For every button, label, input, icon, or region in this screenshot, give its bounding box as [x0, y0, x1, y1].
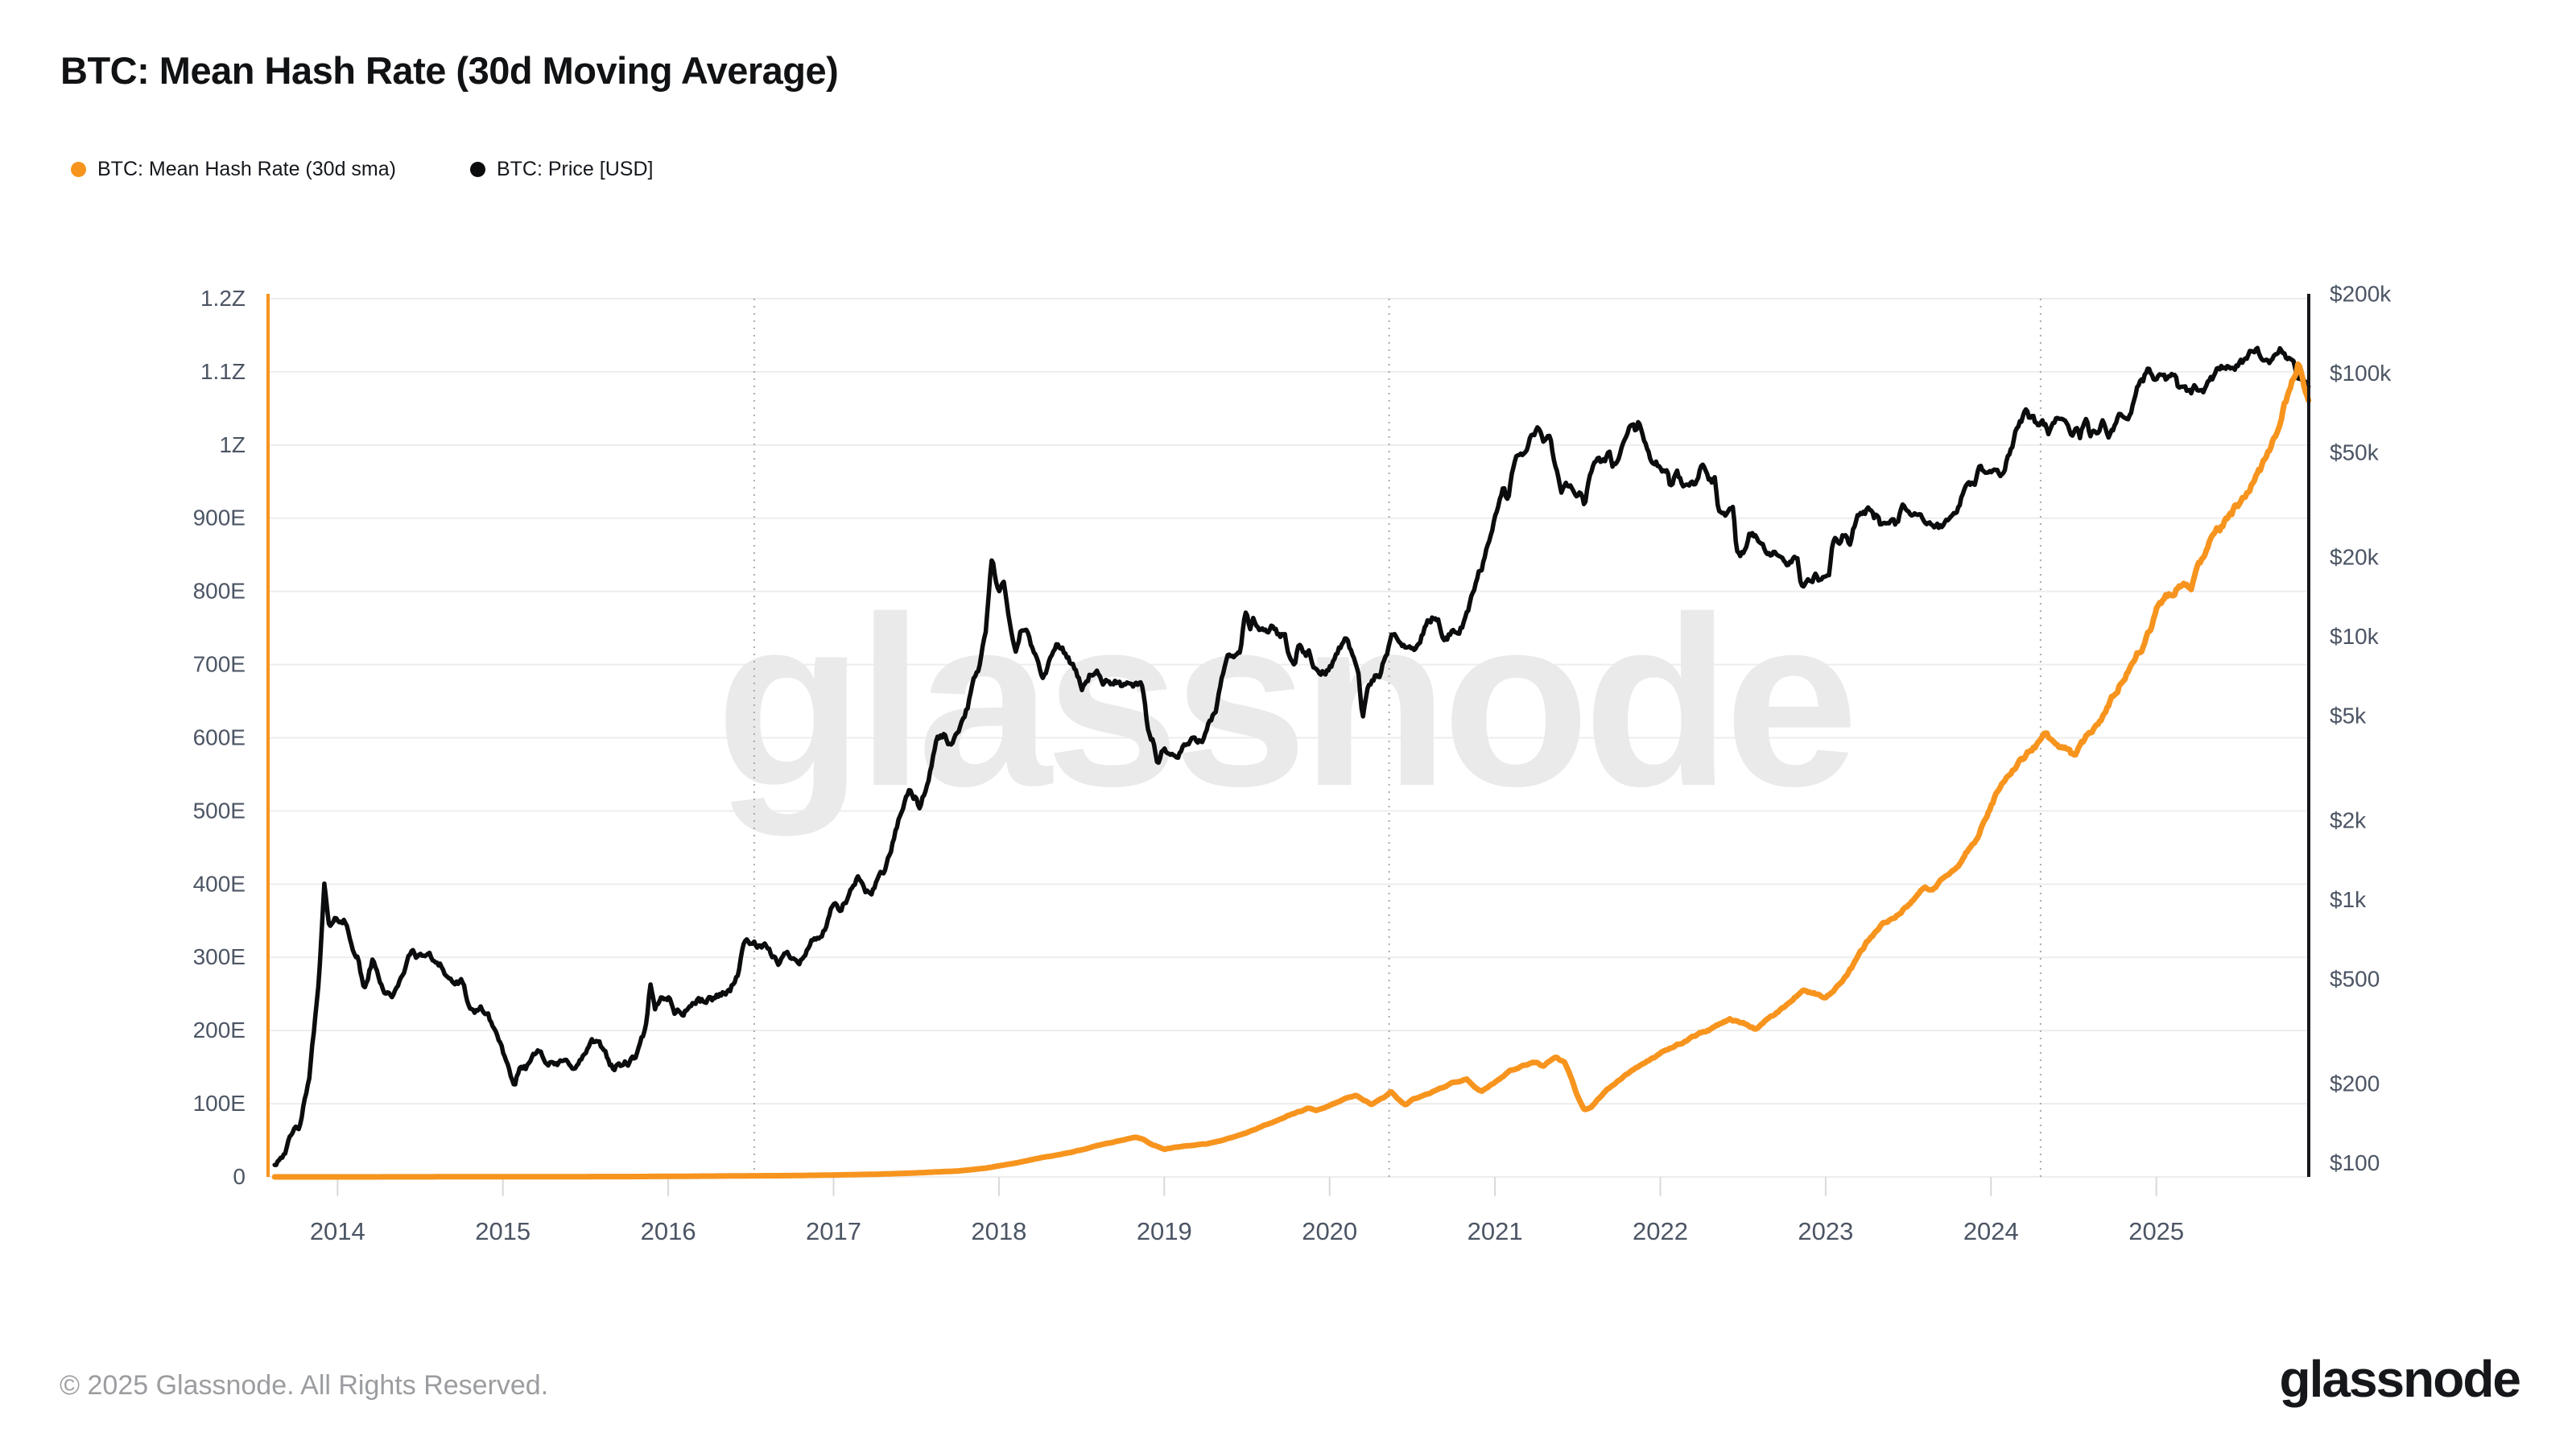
x-axis-label: 2020 [1302, 1217, 1357, 1245]
left-axis-label: 100E [193, 1091, 246, 1116]
legend-item-hashrate[interactable]: BTC: Mean Hash Rate (30d sma) [71, 158, 396, 181]
right-axis-label: $100k [2330, 361, 2392, 386]
x-axis-label: 2018 [971, 1217, 1026, 1245]
right-axis-label: $5k [2330, 703, 2367, 728]
left-axis-label: 500E [193, 798, 246, 823]
legend: BTC: Mean Hash Rate (30d sma) BTC: Price… [71, 158, 653, 181]
price-series-swatch-icon [469, 162, 485, 177]
left-axis-label: 300E [193, 944, 246, 969]
right-axis-label: $10k [2330, 624, 2380, 649]
left-axis-label: 700E [193, 652, 246, 677]
right-axis-label: $500 [2330, 966, 2380, 991]
x-axis-label: 2017 [806, 1217, 861, 1245]
x-axis-label: 2014 [310, 1217, 365, 1245]
x-axis-label: 2016 [641, 1217, 696, 1245]
legend-item-price[interactable]: BTC: Price [USD] [469, 158, 654, 181]
legend-label-hashrate: BTC: Mean Hash Rate (30d sma) [97, 158, 396, 180]
left-axis-label: 800E [193, 579, 246, 604]
price-series-line[interactable] [272, 345, 2311, 1167]
left-axis-label: 400E [193, 871, 246, 896]
x-axis-label: 2022 [1633, 1217, 1688, 1245]
page-title: BTC: Mean Hash Rate (30d Moving Average) [60, 49, 839, 92]
hashrate-series-swatch-icon [71, 162, 86, 177]
x-axis-label: 2024 [1963, 1217, 2019, 1245]
x-axis-label: 2015 [475, 1217, 530, 1245]
x-axis-label: 2021 [1468, 1217, 1523, 1245]
right-axis-label: $20k [2330, 545, 2380, 570]
legend-label-price: BTC: Price [USD] [496, 158, 654, 180]
hashrate-series-line[interactable] [271, 361, 2312, 1180]
x-axis-label: 2025 [2128, 1217, 2184, 1245]
glassnode-logo: glassnode [2279, 1350, 2521, 1408]
right-axis-label: $100 [2330, 1150, 2380, 1175]
left-axis-label: 600E [193, 724, 246, 749]
right-axis-label: $200k [2330, 282, 2392, 307]
right-axis-label: $1k [2330, 887, 2367, 912]
left-axis-label: 1.2Z [200, 286, 246, 311]
glassnode-watermark: glassnode [716, 566, 1852, 838]
right-axis-label: $50k [2330, 440, 2380, 464]
left-axis-label: 900E [193, 506, 246, 530]
copyright-text: © 2025 Glassnode. All Rights Reserved. [60, 1370, 549, 1401]
left-axis-label: 1.1Z [200, 359, 246, 384]
right-axis-label: $200 [2330, 1071, 2380, 1096]
left-axis-label: 1Z [219, 432, 246, 457]
left-axis-label: 200E [193, 1018, 246, 1042]
x-axis-label: 2019 [1137, 1217, 1192, 1245]
x-axis-label: 2023 [1798, 1217, 1853, 1245]
left-axis-label: 0 [233, 1164, 246, 1189]
right-axis-label: $2k [2330, 808, 2367, 833]
